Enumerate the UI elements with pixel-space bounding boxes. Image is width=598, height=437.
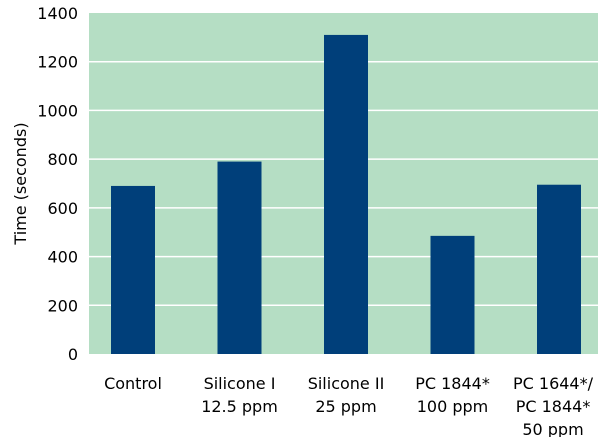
x-axis-category-labels: Control Silicone I 12.5 ppm Silicone II 25 p… [104, 374, 594, 437]
bar [324, 34, 368, 355]
x-category-label: PC 1644*/PC 1844* 50 ppm [513, 374, 594, 437]
y-tick-label: 800 [47, 150, 78, 169]
y-tick-label: 1000 [37, 101, 78, 120]
bar [430, 235, 475, 354]
y-tick-label: 200 [47, 296, 78, 315]
x-category-label: PC 1844* 100 ppm [415, 374, 490, 416]
y-tick-label: 600 [47, 199, 78, 218]
y-tick-label: 0 [68, 345, 78, 364]
bar [111, 185, 155, 354]
bars [111, 34, 581, 355]
y-tick-label: 1200 [37, 53, 78, 72]
x-category-label: Silicone II 25 ppm [308, 374, 385, 416]
bar [217, 161, 262, 354]
bar [537, 184, 581, 354]
x-category-label: Control [104, 374, 162, 393]
y-axis-label: Time (seconds) [11, 122, 30, 245]
y-axis-ticks: 0 200 400 600 800 1000 1200 1400 [37, 4, 78, 364]
x-category-label: Silicone I 12.5 ppm [201, 374, 278, 416]
y-tick-label: 1400 [37, 4, 78, 23]
y-tick-label: 400 [47, 248, 78, 267]
